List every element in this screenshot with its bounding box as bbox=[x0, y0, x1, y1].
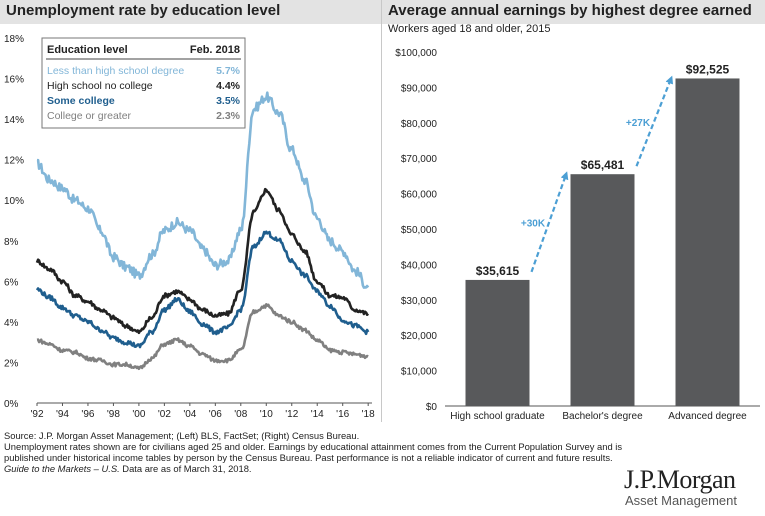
footnote-guide-title: Guide to the Markets – U.S. bbox=[4, 463, 120, 474]
logo-name: J.P.Morgan bbox=[624, 465, 736, 494]
jpmorgan-logo: J.P.Morgan Asset Management bbox=[624, 465, 764, 508]
unemployment-panel: Unemployment rate by education level 0% 2… bbox=[0, 0, 382, 422]
unemployment-chart-title: Unemployment rate by education level bbox=[6, 2, 281, 19]
y-tick-label: $10,000 bbox=[401, 367, 438, 378]
y-tick-label: 2% bbox=[4, 358, 19, 369]
series-line-0 bbox=[36, 91, 370, 289]
legend-row-value: 4.4% bbox=[216, 80, 241, 92]
legend-row-name: College or greater bbox=[47, 110, 132, 122]
series-line-3 bbox=[36, 303, 369, 371]
bar-0 bbox=[465, 279, 530, 406]
legend-box bbox=[41, 37, 246, 129]
x-tick-label: '08 bbox=[234, 409, 247, 420]
x-tick-label: '92 bbox=[30, 409, 43, 420]
y-tick-label: $0 bbox=[426, 402, 438, 413]
earnings-panel-header: Average annual earnings by highest degre… bbox=[382, 0, 765, 24]
bar-2 bbox=[675, 78, 740, 407]
x-category-label: Advanced degree bbox=[668, 411, 747, 422]
footnotes: Source: J.P. Morgan Asset Management; (L… bbox=[4, 430, 624, 474]
y-tick-label: 12% bbox=[4, 156, 24, 167]
series-line-2 bbox=[35, 230, 370, 349]
footnote-line-2: Unemployment rates shown are for civilia… bbox=[4, 441, 623, 452]
y-tick-label: 6% bbox=[4, 277, 19, 288]
earnings-panel: Average annual earnings by highest degre… bbox=[382, 0, 765, 422]
earnings-chart-subtitle: Workers aged 18 and older, 2015 bbox=[388, 23, 551, 35]
growth-arrow-0 bbox=[530, 171, 569, 273]
bar-value-label: $65,481 bbox=[581, 158, 625, 172]
earnings-chart-title: Average annual earnings by highest degre… bbox=[388, 2, 752, 19]
y-tick-label: $60,000 bbox=[401, 190, 438, 201]
y-tick-label: 18% bbox=[4, 34, 24, 45]
y-tick-label: 16% bbox=[4, 75, 24, 86]
x-tick-label: '18 bbox=[362, 409, 375, 420]
logo-subtitle: Asset Management bbox=[625, 493, 738, 508]
series-line-1 bbox=[35, 187, 370, 335]
y-tick-label: $80,000 bbox=[401, 119, 438, 130]
legend-row-name: Some college bbox=[47, 95, 115, 107]
y-tick-label: $20,000 bbox=[401, 331, 438, 342]
y-tick-label: 14% bbox=[4, 115, 24, 126]
footnote-line-3: published under historical income tables… bbox=[4, 452, 613, 463]
y-tick-label: 10% bbox=[4, 196, 24, 207]
x-tick-label: '14 bbox=[311, 409, 324, 420]
footnote-guide: Guide to the Markets – U.S. Data are as … bbox=[4, 463, 624, 474]
x-tick-label: '16 bbox=[336, 409, 349, 420]
y-tick-label: 4% bbox=[4, 318, 19, 329]
y-tick-label: $90,000 bbox=[401, 83, 438, 94]
bar-1 bbox=[570, 174, 635, 406]
earnings-bar-chart: $0 $10,000 $20,000 $30,000 $40,000 $50,000 $60… bbox=[395, 48, 760, 422]
legend-row-name: High school no college bbox=[47, 80, 153, 92]
y-tick-label: $100,000 bbox=[395, 48, 437, 59]
legend-row-value: 3.5% bbox=[216, 95, 241, 107]
legend-header-date: Feb. 2018 bbox=[190, 44, 240, 56]
growth-label: +27K bbox=[626, 118, 651, 129]
y-tick-label: $30,000 bbox=[401, 296, 438, 307]
x-tick-label: '10 bbox=[260, 409, 273, 420]
unemployment-line-chart: 0% 2% 4% 6% 8% 10% 12% 14% 16% 18% '92 '94 '96 '98 '00… bbox=[4, 34, 375, 420]
y-tick-label: $50,000 bbox=[401, 225, 438, 236]
y-tick-label: $40,000 bbox=[401, 260, 438, 271]
x-tick-label: '94 bbox=[56, 409, 69, 420]
footnote-guide-rest: Data are as of March 31, 2018. bbox=[119, 463, 252, 474]
y-tick-label: 8% bbox=[4, 237, 19, 248]
legend-row-value: 2.3% bbox=[216, 110, 241, 122]
bar-value-label: $92,525 bbox=[686, 62, 730, 76]
x-tick-label: '02 bbox=[158, 409, 171, 420]
x-tick-label: '06 bbox=[209, 409, 222, 420]
x-tick-label: '98 bbox=[107, 409, 120, 420]
footnote-source: Source: J.P. Morgan Asset Management; (L… bbox=[4, 430, 360, 441]
x-tick-label: '12 bbox=[285, 409, 298, 420]
unemployment-panel-header: Unemployment rate by education level bbox=[0, 0, 381, 24]
y-tick-label: $70,000 bbox=[401, 154, 438, 165]
x-tick-label: '00 bbox=[132, 409, 145, 420]
growth-label: +30K bbox=[521, 219, 546, 230]
x-tick-label: '96 bbox=[81, 409, 94, 420]
legend-row-value: 5.7% bbox=[216, 65, 241, 77]
bar-value-label: $35,615 bbox=[476, 264, 520, 278]
x-category-label: High school graduate bbox=[450, 411, 545, 422]
legend-row-name: Less than high school degree bbox=[47, 65, 184, 77]
legend-header-label: Education level bbox=[47, 44, 128, 56]
y-tick-label: 0% bbox=[4, 399, 19, 410]
x-tick-label: '04 bbox=[183, 409, 196, 420]
x-category-label: Bachelor's degree bbox=[562, 411, 643, 422]
